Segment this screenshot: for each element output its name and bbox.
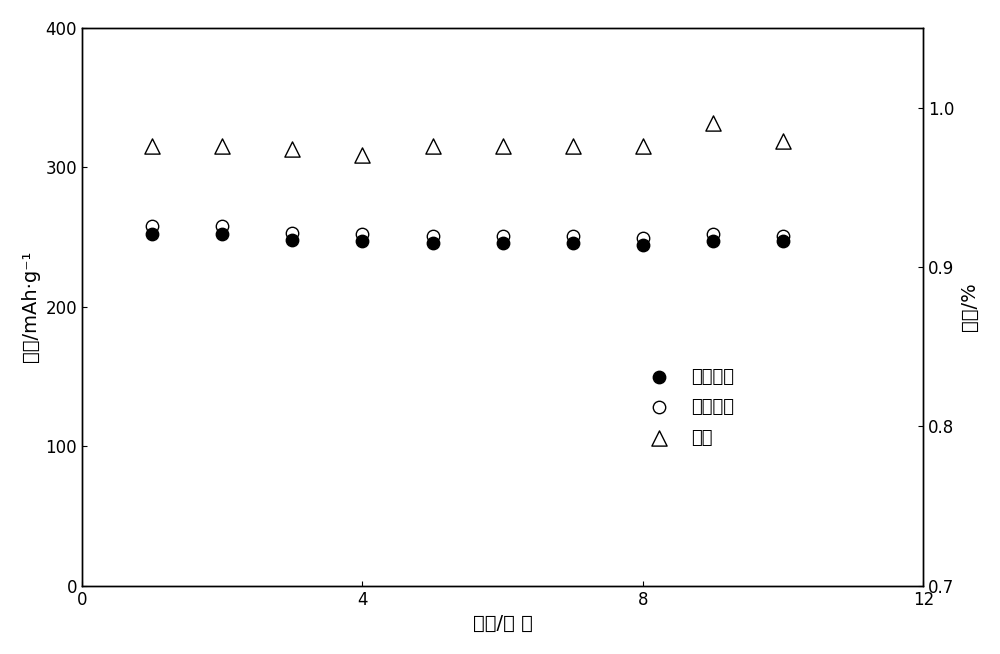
放电容量	[565, 237, 581, 248]
充电容量	[565, 230, 581, 241]
充电容量	[354, 229, 370, 239]
效率	[775, 136, 791, 146]
充电容量	[635, 233, 651, 244]
X-axis label: 循环/次 数: 循环/次 数	[473, 614, 533, 633]
放电容量	[144, 229, 160, 239]
充电容量	[775, 230, 791, 241]
Legend: 放电容量, 充电容量, 效率: 放电容量, 充电容量, 效率	[634, 360, 742, 454]
效率	[635, 141, 651, 151]
充电容量	[705, 229, 721, 239]
效率	[495, 141, 511, 151]
效率	[144, 141, 160, 151]
放电容量	[214, 229, 230, 239]
充电容量	[495, 230, 511, 241]
效率	[214, 141, 230, 151]
充电容量	[424, 230, 440, 241]
放电容量	[635, 240, 651, 250]
Y-axis label: 容量/mAh·g⁻¹: 容量/mAh·g⁻¹	[21, 251, 40, 362]
充电容量	[214, 220, 230, 231]
效率	[424, 141, 440, 151]
放电容量	[495, 237, 511, 248]
放电容量	[424, 237, 440, 248]
效率	[284, 144, 300, 154]
放电容量	[705, 236, 721, 247]
效率	[354, 150, 370, 161]
效率	[565, 141, 581, 151]
放电容量	[284, 235, 300, 245]
放电容量	[775, 236, 791, 247]
充电容量	[144, 220, 160, 231]
Y-axis label: 效率/%: 效率/%	[960, 283, 979, 331]
放电容量	[354, 236, 370, 247]
充电容量	[284, 228, 300, 238]
效率	[705, 118, 721, 129]
